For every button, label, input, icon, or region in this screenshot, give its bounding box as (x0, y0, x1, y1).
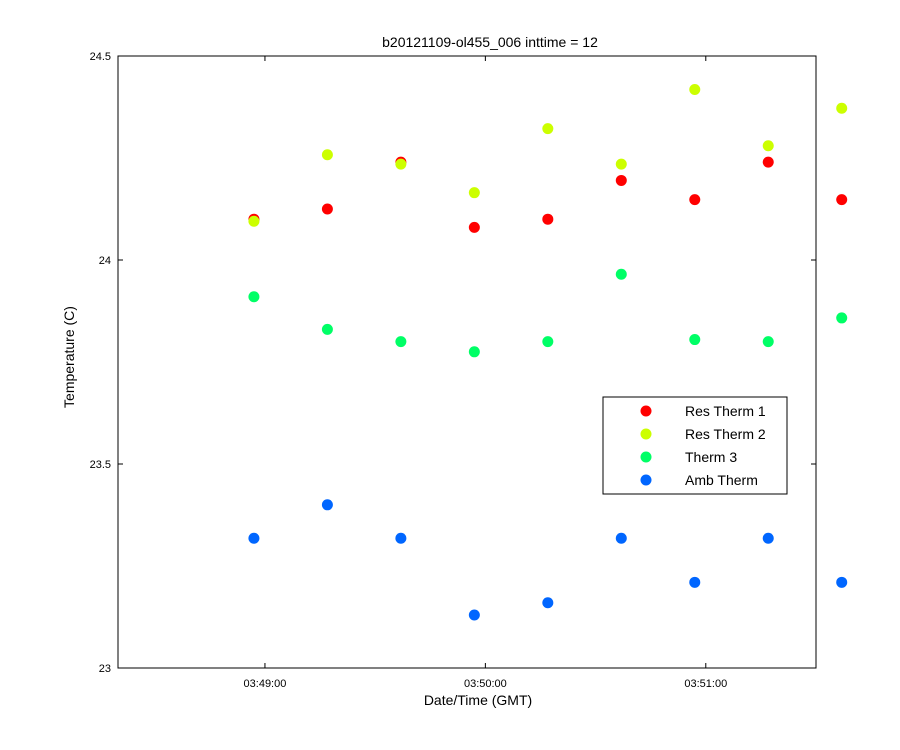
legend-box (602, 396, 788, 495)
legend-label-therm-3: Therm 3 (685, 449, 737, 465)
point-therm-3 (248, 291, 260, 303)
x-tick-label: 03:50:00 (464, 678, 507, 690)
point-res-therm-1 (542, 213, 554, 225)
legend-items: Res Therm 1 Res Therm 2 Therm 3 Amb Therm (640, 403, 766, 488)
point-therm-3 (321, 323, 333, 335)
point-amb-therm (615, 532, 627, 544)
point-res-therm-1 (615, 174, 627, 186)
y-axis-ticks: 23 23.5 24 24.5 (90, 51, 816, 675)
x-tick-label: 03:51:00 (684, 678, 727, 690)
point-therm-3 (542, 336, 554, 348)
point-therm-3 (468, 346, 480, 358)
point-res-therm-1 (468, 221, 480, 233)
point-amb-therm (395, 532, 407, 544)
point-res-therm-2 (836, 102, 848, 114)
point-amb-therm (468, 609, 480, 621)
legend: Res Therm 1 Res Therm 2 Therm 3 Amb Therm (602, 396, 788, 495)
point-amb-therm (542, 597, 554, 609)
point-res-therm-1 (689, 194, 701, 206)
point-res-therm-2 (321, 149, 333, 161)
point-res-therm-2 (395, 158, 407, 170)
y-tick-label: 24.5 (90, 51, 111, 63)
point-res-therm-1 (321, 203, 333, 215)
x-axis-label: Date/Time (GMT) (424, 692, 532, 708)
x-tick-label: 03:49:00 (244, 678, 287, 690)
y-axis-label: Temperature (C) (61, 306, 77, 408)
legend-label-res-therm-2: Res Therm 2 (685, 426, 766, 442)
point-amb-therm (248, 532, 260, 544)
legend-marker-amb-therm (640, 474, 652, 486)
point-therm-3 (836, 312, 848, 324)
point-therm-3 (615, 268, 627, 280)
point-amb-therm (836, 576, 848, 588)
point-amb-therm (321, 499, 333, 511)
legend-label-amb-therm: Amb Therm (685, 472, 758, 488)
chart-title: b20121109-ol455_006 inttime = 12 (382, 34, 598, 50)
data-points (248, 83, 848, 621)
legend-marker-res-therm-1 (640, 405, 652, 417)
point-res-therm-2 (615, 158, 627, 170)
point-therm-3 (762, 336, 774, 348)
point-therm-3 (395, 336, 407, 348)
legend-marker-therm-3 (640, 451, 652, 463)
y-tick-label: 23.5 (90, 459, 111, 471)
legend-marker-res-therm-2 (640, 428, 652, 440)
point-res-therm-1 (836, 194, 848, 206)
point-res-therm-2 (762, 140, 774, 152)
x-axis-ticks: 03:49:00 03:50:00 03:51:00 (244, 56, 727, 690)
point-res-therm-2 (542, 123, 554, 135)
point-res-therm-2 (468, 187, 480, 199)
plot-area (117, 55, 817, 669)
legend-label-res-therm-1: Res Therm 1 (685, 403, 766, 419)
point-therm-3 (689, 334, 701, 346)
point-amb-therm (762, 532, 774, 544)
point-res-therm-2 (248, 215, 260, 227)
y-tick-label: 24 (99, 255, 111, 267)
y-tick-label: 23 (99, 663, 111, 675)
point-res-therm-1 (762, 156, 774, 168)
point-res-therm-2 (689, 83, 701, 95)
point-amb-therm (689, 576, 701, 588)
